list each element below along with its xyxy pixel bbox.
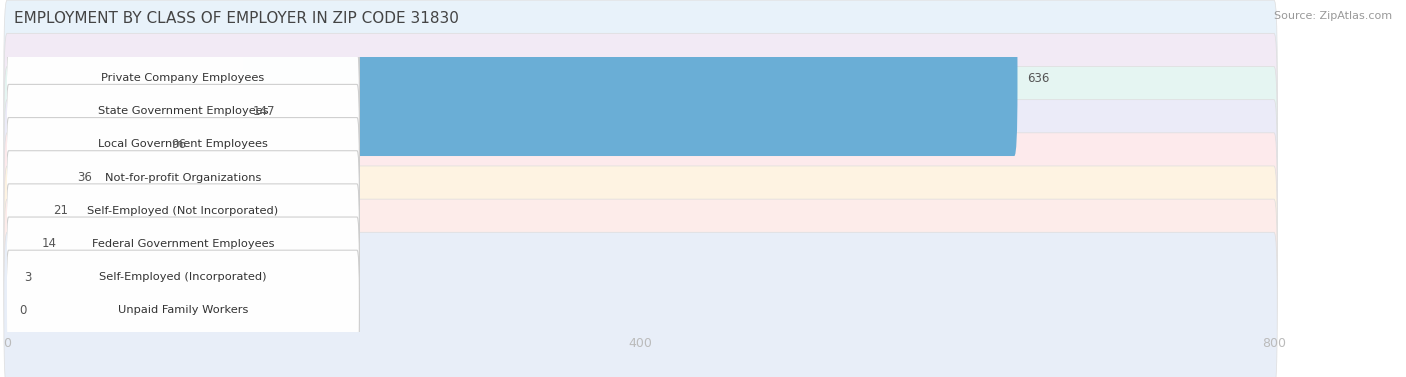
FancyBboxPatch shape: [4, 199, 15, 355]
Text: Self-Employed (Incorporated): Self-Employed (Incorporated): [98, 272, 267, 282]
FancyBboxPatch shape: [6, 118, 360, 238]
Text: 147: 147: [253, 105, 276, 118]
FancyBboxPatch shape: [4, 166, 32, 322]
FancyBboxPatch shape: [6, 217, 360, 337]
FancyBboxPatch shape: [4, 232, 1277, 377]
Text: 14: 14: [42, 238, 56, 250]
Text: Not-for-profit Organizations: Not-for-profit Organizations: [104, 173, 262, 182]
FancyBboxPatch shape: [4, 199, 1277, 355]
FancyBboxPatch shape: [4, 0, 1018, 156]
Text: Private Company Employees: Private Company Employees: [101, 73, 264, 83]
FancyBboxPatch shape: [6, 151, 360, 271]
FancyBboxPatch shape: [4, 133, 44, 289]
Text: 3: 3: [24, 271, 32, 284]
FancyBboxPatch shape: [6, 184, 360, 304]
Text: Source: ZipAtlas.com: Source: ZipAtlas.com: [1274, 11, 1392, 21]
FancyBboxPatch shape: [4, 166, 1277, 322]
Text: Local Government Employees: Local Government Employees: [98, 139, 267, 149]
FancyBboxPatch shape: [6, 51, 360, 171]
Text: 36: 36: [77, 171, 91, 184]
Text: 21: 21: [53, 204, 67, 217]
FancyBboxPatch shape: [4, 133, 1277, 289]
Text: 0: 0: [20, 304, 27, 317]
Text: 636: 636: [1026, 72, 1049, 84]
FancyBboxPatch shape: [6, 84, 360, 204]
Text: State Government Employees: State Government Employees: [97, 106, 269, 116]
Text: 96: 96: [172, 138, 187, 151]
FancyBboxPatch shape: [4, 100, 1277, 256]
Text: Unpaid Family Workers: Unpaid Family Workers: [118, 305, 247, 315]
FancyBboxPatch shape: [4, 66, 1277, 222]
FancyBboxPatch shape: [4, 0, 1277, 156]
Text: Federal Government Employees: Federal Government Employees: [91, 239, 274, 249]
FancyBboxPatch shape: [4, 100, 67, 256]
FancyBboxPatch shape: [4, 33, 1277, 189]
FancyBboxPatch shape: [4, 66, 162, 222]
FancyBboxPatch shape: [4, 232, 11, 377]
Text: Self-Employed (Not Incorporated): Self-Employed (Not Incorporated): [87, 206, 278, 216]
FancyBboxPatch shape: [6, 250, 360, 370]
FancyBboxPatch shape: [4, 33, 243, 189]
FancyBboxPatch shape: [6, 18, 360, 138]
Text: EMPLOYMENT BY CLASS OF EMPLOYER IN ZIP CODE 31830: EMPLOYMENT BY CLASS OF EMPLOYER IN ZIP C…: [14, 11, 458, 26]
